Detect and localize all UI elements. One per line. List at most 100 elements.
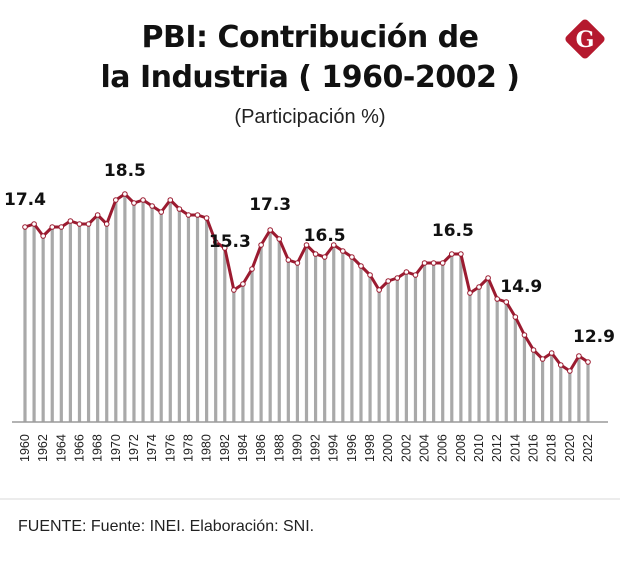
point-2013 xyxy=(503,299,510,305)
point-1990 xyxy=(294,260,301,266)
x-tick-labels: 1960 1962 1964 1966 1968 1970 1972 1974 1976 1978… xyxy=(18,434,595,462)
point-1997 xyxy=(358,263,364,269)
x-tick-2002: 2002 xyxy=(399,434,413,462)
point-2011 xyxy=(485,275,491,281)
x-tick-2014: 2014 xyxy=(508,434,522,462)
bars-group xyxy=(23,194,590,422)
point-2018 xyxy=(548,350,555,356)
footer-divider xyxy=(0,498,620,500)
annotation-1983: 15.3 xyxy=(209,232,251,252)
x-tick-2004: 2004 xyxy=(418,434,432,462)
brand-logo-icon: G xyxy=(565,19,605,59)
annotation-2008: 16.5 xyxy=(432,221,474,241)
point-1980 xyxy=(203,215,210,221)
x-tick-1978: 1978 xyxy=(181,434,195,462)
x-tick-2008: 2008 xyxy=(454,434,468,462)
point-1964 xyxy=(58,224,65,230)
annotation-2022: 12.9 xyxy=(573,327,615,347)
x-tick-2010: 2010 xyxy=(472,434,486,462)
point-1969 xyxy=(103,221,110,227)
point-1966 xyxy=(76,221,83,227)
point-2002 xyxy=(403,269,410,275)
x-tick-1964: 1964 xyxy=(54,434,68,462)
point-1965 xyxy=(67,218,74,224)
annotation-1960: 17.4 xyxy=(4,190,46,210)
source-note: FUENTE: Fuente: INEI. Elaboración: SNI. xyxy=(18,518,315,535)
point-1996 xyxy=(349,254,355,260)
x-tick-1970: 1970 xyxy=(109,434,123,462)
x-tick-2022: 2022 xyxy=(581,434,595,462)
chart-title-line2: la Industria ( 1960-2002 ) xyxy=(100,60,520,95)
point-1967 xyxy=(85,221,92,227)
point-2000 xyxy=(385,278,392,284)
x-tick-2006: 2006 xyxy=(436,434,450,462)
point-1963 xyxy=(49,224,56,230)
x-tick-1976: 1976 xyxy=(163,434,177,462)
annotation-2013: 14.9 xyxy=(500,277,542,297)
point-2008 xyxy=(458,251,464,257)
point-2017 xyxy=(539,356,546,362)
x-tick-2018: 2018 xyxy=(545,434,559,462)
x-tick-1992: 1992 xyxy=(309,434,323,462)
point-2016 xyxy=(530,347,537,353)
point-1991 xyxy=(303,242,310,248)
x-tick-1982: 1982 xyxy=(218,434,232,462)
x-tick-1986: 1986 xyxy=(254,434,268,462)
point-2009 xyxy=(467,290,473,296)
point-2007 xyxy=(448,251,455,257)
x-tick-2020: 2020 xyxy=(563,434,577,462)
point-1970 xyxy=(113,197,119,203)
x-tick-1996: 1996 xyxy=(345,434,359,462)
point-1977 xyxy=(176,206,183,212)
x-tick-1962: 1962 xyxy=(36,434,50,462)
point-1992 xyxy=(312,251,319,257)
point-1987 xyxy=(267,227,273,233)
point-1973 xyxy=(140,197,146,203)
point-1994 xyxy=(330,242,337,248)
point-1981 xyxy=(212,239,219,245)
point-1978 xyxy=(185,212,192,218)
point-1974 xyxy=(149,203,155,209)
point-1976 xyxy=(167,197,174,203)
x-tick-2016: 2016 xyxy=(527,434,541,462)
point-1968 xyxy=(94,212,101,218)
x-tick-1988: 1988 xyxy=(272,434,286,462)
logo-diamond xyxy=(565,19,605,59)
x-tick-1960: 1960 xyxy=(18,434,32,462)
x-tick-1974: 1974 xyxy=(145,434,159,462)
point-1989 xyxy=(285,257,292,263)
point-2020 xyxy=(567,368,573,374)
point-2004 xyxy=(421,260,428,266)
point-1986 xyxy=(258,242,264,248)
point-2012 xyxy=(494,296,500,302)
line-bar-chart: 1960 1962 1964 1966 1968 1970 1972 1974 1976 1978… xyxy=(4,161,615,462)
point-2010 xyxy=(476,284,482,290)
point-2014 xyxy=(512,314,519,320)
x-tick-1998: 1998 xyxy=(363,434,377,462)
point-1982 xyxy=(221,245,228,251)
point-1999 xyxy=(376,287,382,293)
point-1960 xyxy=(22,224,28,230)
point-2015 xyxy=(521,332,528,338)
point-2022 xyxy=(585,359,591,365)
annotation-1993: 16.5 xyxy=(304,226,346,246)
point-1998 xyxy=(367,272,373,278)
chart-subtitle: (Participación %) xyxy=(234,106,386,128)
x-tick-1972: 1972 xyxy=(127,434,141,462)
point-2003 xyxy=(412,272,419,278)
x-tick-1968: 1968 xyxy=(91,434,105,462)
x-tick-1994: 1994 xyxy=(327,434,341,462)
point-1962 xyxy=(40,233,46,239)
annotation-1987: 17.3 xyxy=(249,195,291,215)
point-1971 xyxy=(122,191,128,197)
logo-letter: G xyxy=(576,27,595,53)
point-1972 xyxy=(131,200,137,206)
x-tick-1966: 1966 xyxy=(72,434,86,462)
point-2006 xyxy=(439,260,446,266)
point-1983 xyxy=(231,287,237,293)
x-tick-2012: 2012 xyxy=(490,434,504,462)
x-tick-2000: 2000 xyxy=(381,434,395,462)
annotation-1971: 18.5 xyxy=(104,161,146,181)
point-2019 xyxy=(557,362,564,368)
point-1993 xyxy=(321,254,328,260)
